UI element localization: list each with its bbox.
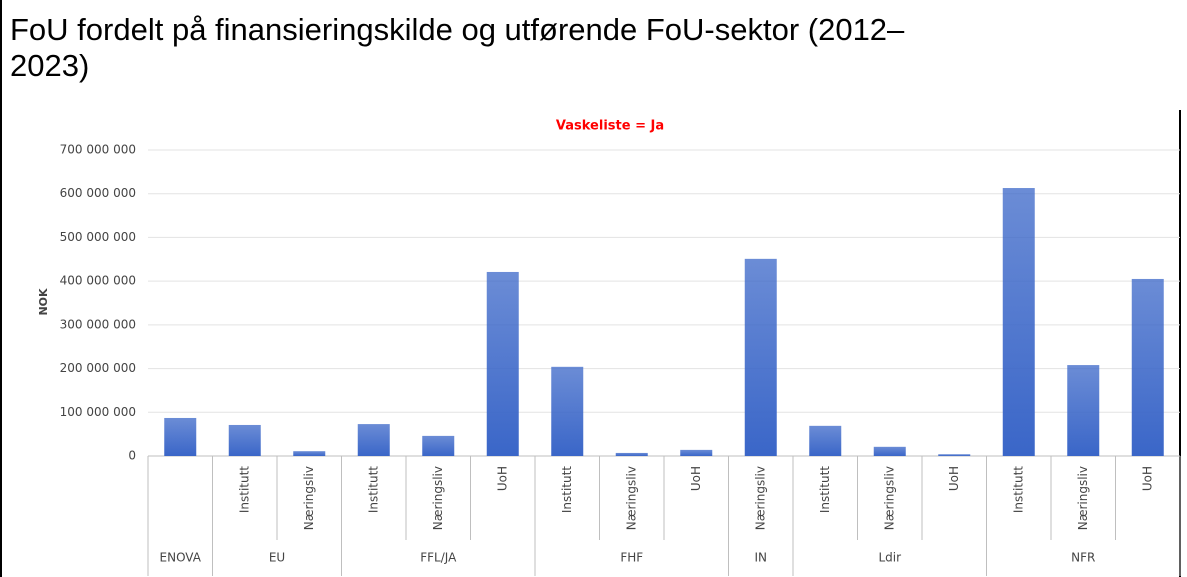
y-tick-label: 700 000 000 [60,143,136,157]
x-tick-label: Næringsliv [624,466,638,530]
x-tick-label: UoH [1140,466,1154,491]
y-axis-label: NOK [37,288,50,316]
x-tick-label: Næringsliv [302,466,316,530]
bar [486,271,519,456]
x-tick-label: UoH [689,466,703,491]
bar [938,454,971,456]
y-tick-label: 300 000 000 [60,317,136,331]
y-tick-label: 100 000 000 [60,405,136,419]
x-tick-label: Institutt [237,466,251,513]
x-tick-label: Institutt [560,466,574,513]
y-tick-label: 500 000 000 [60,230,136,244]
x-tick-label: Institutt [1011,466,1025,513]
bar [1067,365,1100,456]
chart-title: FoU fordelt på finansieringskilde og utf… [10,12,905,83]
y-tick-label: 0 [128,449,136,463]
x-tick-label: UoH [947,466,961,491]
group-label: FFL/JA [420,551,457,565]
y-tick-label: 400 000 000 [60,274,136,288]
x-tick-label: UoH [495,466,509,491]
chart-subtitle: Vaskeliste = Ja [556,119,664,134]
x-tick-label: Næringsliv [431,466,445,530]
group-label: ENOVA [160,551,202,565]
y-tick-label: 600 000 000 [60,186,136,200]
bar [1002,188,1035,456]
bar [873,446,906,456]
bar [357,424,390,456]
x-tick-label: Næringsliv [753,466,767,530]
bar [551,366,584,456]
group-label: Ldir [878,551,901,565]
y-tick-label: 200 000 000 [60,361,136,375]
x-tick-label: Næringsliv [882,466,896,530]
bar [615,452,648,456]
bar [1131,278,1164,456]
group-label: NFR [1071,551,1095,565]
bar [809,425,842,456]
x-tick-label: Institutt [366,466,380,513]
bar [422,435,455,456]
bar [744,258,777,456]
bar [293,451,326,456]
group-label: FHF [620,551,643,565]
x-tick-label: Næringsliv [1076,466,1090,530]
group-label: IN [754,551,767,565]
bar [680,449,713,456]
x-tick-label: Institutt [818,466,832,513]
bar [164,417,197,456]
group-label: EU [269,551,285,565]
bar [228,424,261,456]
